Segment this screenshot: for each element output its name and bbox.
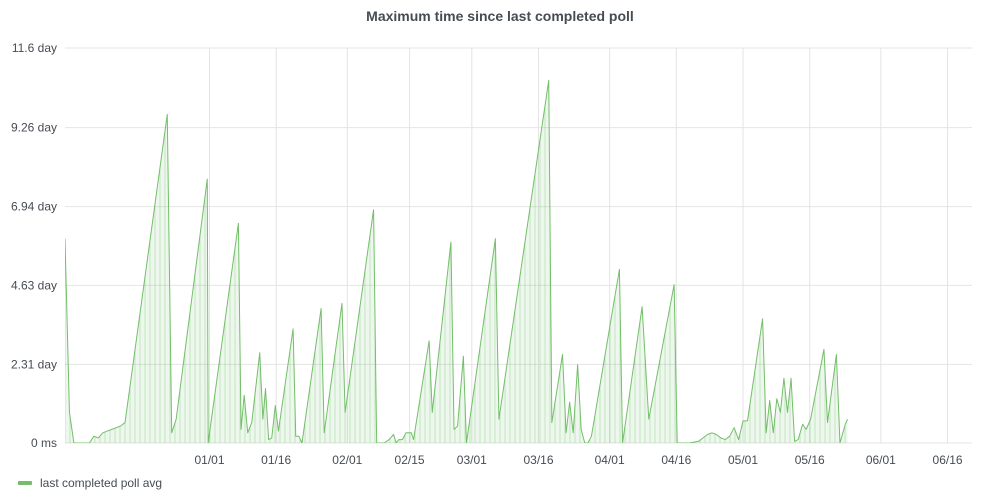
series-hatch-lines <box>65 105 846 443</box>
y-tick-label: 2.31 day <box>11 357 57 371</box>
x-tick-label: 03/01 <box>457 453 487 467</box>
x-tick-label: 04/01 <box>595 453 625 467</box>
legend[interactable]: last completed poll avg <box>18 476 162 490</box>
series-area <box>65 80 848 443</box>
x-tick-label: 05/16 <box>795 453 825 467</box>
y-tick-label: 9.26 day <box>11 121 57 135</box>
legend-swatch <box>18 481 32 485</box>
x-tick-label: 02/01 <box>332 453 362 467</box>
x-axis-ticks: 01/01 01/16 02/01 02/15 03/01 03/16 04/01 04/16… <box>194 453 962 467</box>
x-tick-label: 05/01 <box>728 453 758 467</box>
y-tick-label: 0 ms <box>31 436 57 450</box>
series-line <box>65 79 848 443</box>
y-tick-label: 11.6 day <box>12 41 57 55</box>
x-tick-label: 04/16 <box>661 453 691 467</box>
legend-label: last completed poll avg <box>40 476 163 490</box>
y-axis-ticks: 0 ms 2.31 day 4.63 day 6.94 day 9.26 day 11.6… <box>11 41 57 450</box>
y-tick-label: 6.94 day <box>11 200 57 214</box>
x-tick-label: 01/16 <box>261 453 291 467</box>
x-tick-label: 06/16 <box>933 453 963 467</box>
series-hatch <box>65 105 846 443</box>
grid-lines <box>65 47 972 444</box>
x-tick-label: 02/15 <box>395 453 425 467</box>
y-tick-label: 4.63 day <box>11 278 57 292</box>
x-tick-label: 03/16 <box>523 453 553 467</box>
x-tick-label: 01/01 <box>194 453 224 467</box>
series-layer <box>65 79 848 443</box>
x-tick-label: 06/01 <box>866 453 896 467</box>
chart-title: Maximum time since last completed poll <box>366 8 634 24</box>
